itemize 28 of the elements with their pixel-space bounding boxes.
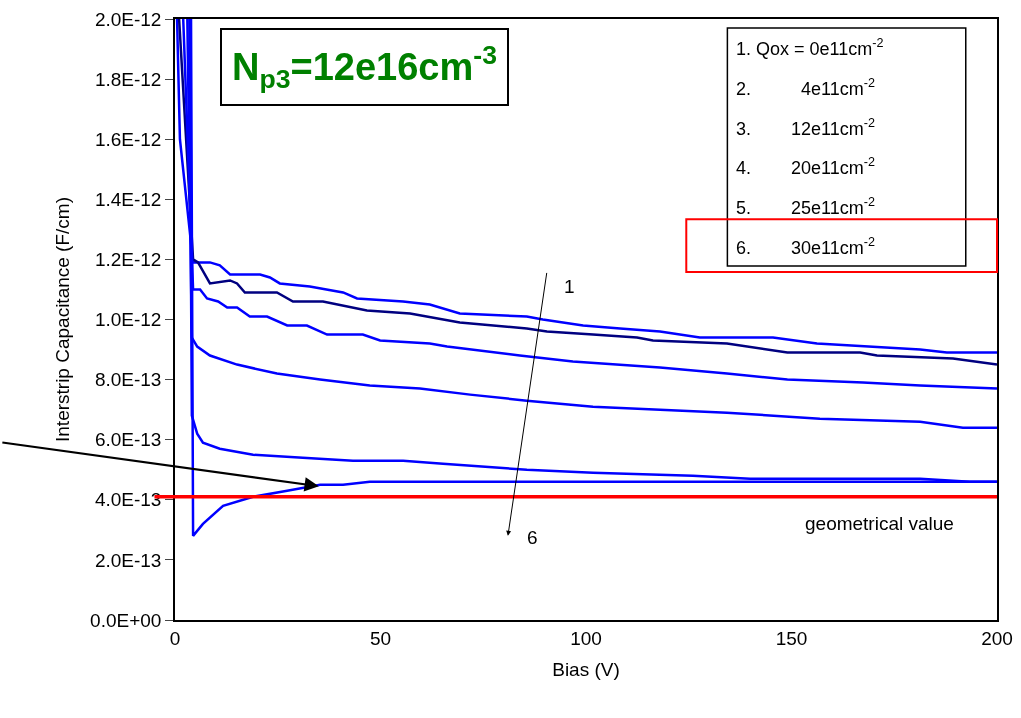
annotation: 1 [564,276,575,297]
x-tick-label: 100 [570,627,602,649]
annotation: 2. 4e11cm$^{-2}$ [736,76,875,99]
y-tick-label: 2.0E-13 [94,549,162,571]
annotation: 4. 20e11cm$^{-2}$ [736,155,875,178]
y-tick-label: 6.0E-13 [94,429,162,451]
y-tick-label: 1.0E-12 [94,309,162,331]
annotation: 5. 25e11cm$^{-2}$ [736,195,875,218]
x-tick-label: 200 [981,627,1013,649]
y-axis-title: Interstrip Capacitance (F/cm) [52,197,74,442]
y-tick-label: 0.0E+00 [90,609,162,631]
ref-line-label: geometrical value [805,513,954,534]
annotation: 6. 30e11cm$^{-2}$ [736,235,875,258]
annotation: 3. 12e11cm$^{-2}$ [736,116,875,139]
y-tick-label: 8.0E-13 [94,369,162,391]
y-tick-label: 1.4E-12 [94,188,162,210]
x-axis-title: Bias (V) [552,658,620,680]
y-tick-label: 1.2E-12 [94,249,162,271]
y-tick-label: 1.6E-12 [94,128,162,150]
text: N$_{p3}$=12e16cm$^{-3}$ [232,40,497,94]
y-tick-label: 2.0E-12 [94,8,162,30]
x-tick-label: 0 [169,627,181,649]
y-tick-label: 1.8E-12 [94,68,162,90]
x-tick-label: 150 [775,627,808,649]
y-tick-label: 4.0E-13 [94,489,162,511]
annotation: 6 [527,527,538,548]
x-tick-label: 50 [369,627,392,649]
annotation: 1. Qox = 0e11cm$^{-2}$ [736,36,884,59]
